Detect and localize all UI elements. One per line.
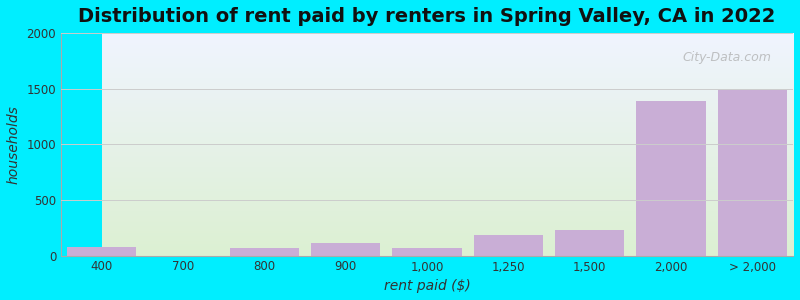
Bar — [555, 230, 624, 256]
Bar — [311, 243, 380, 256]
Bar — [393, 248, 462, 256]
Bar — [67, 247, 136, 256]
Y-axis label: households: households — [7, 105, 21, 184]
Bar — [474, 235, 543, 256]
Title: Distribution of rent paid by renters in Spring Valley, CA in 2022: Distribution of rent paid by renters in … — [78, 7, 776, 26]
X-axis label: rent paid ($): rent paid ($) — [384, 279, 470, 293]
Text: City-Data.com: City-Data.com — [682, 51, 771, 64]
Bar — [718, 90, 787, 256]
Bar — [637, 101, 706, 256]
Bar — [230, 248, 299, 256]
